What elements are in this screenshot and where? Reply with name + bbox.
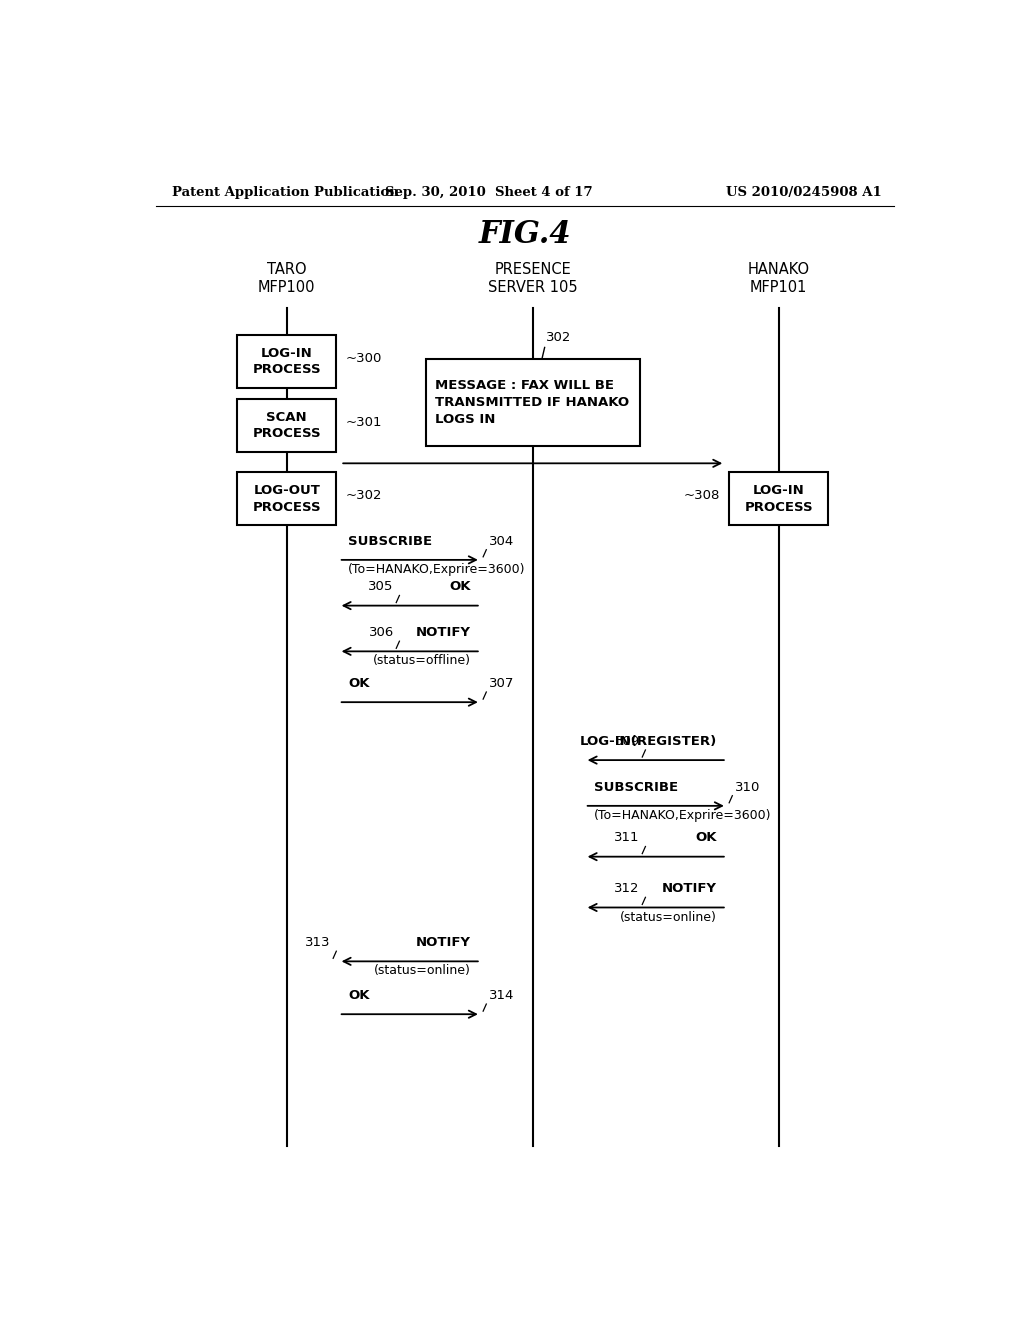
Text: ~308: ~308 xyxy=(683,490,720,503)
Text: 304: 304 xyxy=(488,535,514,548)
Text: (To=HANAKO,Exprire=3600): (To=HANAKO,Exprire=3600) xyxy=(594,809,772,822)
Text: LOG-OUT
PROCESS: LOG-OUT PROCESS xyxy=(252,484,322,513)
Text: 311: 311 xyxy=(614,832,640,845)
Text: ~300: ~300 xyxy=(346,352,382,366)
Text: LOG-IN(REGISTER): LOG-IN(REGISTER) xyxy=(580,735,717,748)
Text: 306: 306 xyxy=(369,626,394,639)
Text: (status=online): (status=online) xyxy=(621,911,717,924)
Text: OK: OK xyxy=(450,581,471,594)
Text: OK: OK xyxy=(348,677,370,690)
Text: NOTIFY: NOTIFY xyxy=(416,626,471,639)
Text: (To=HANAKO,Exprire=3600): (To=HANAKO,Exprire=3600) xyxy=(348,562,525,576)
Text: NOTIFY: NOTIFY xyxy=(416,936,471,949)
Text: HANAKO
MFP101: HANAKO MFP101 xyxy=(748,261,810,296)
Text: 313: 313 xyxy=(305,936,331,949)
Bar xyxy=(426,359,640,446)
Text: 314: 314 xyxy=(488,989,514,1002)
Text: OK: OK xyxy=(348,989,370,1002)
Text: SUBSCRIBE: SUBSCRIBE xyxy=(348,535,432,548)
Text: (status=online): (status=online) xyxy=(375,965,471,977)
Text: LOG-IN
PROCESS: LOG-IN PROCESS xyxy=(744,484,813,513)
Bar xyxy=(238,399,336,453)
Bar xyxy=(238,335,336,388)
Text: Patent Application Publication: Patent Application Publication xyxy=(172,186,398,199)
Text: PRESENCE
SERVER 105: PRESENCE SERVER 105 xyxy=(487,261,578,296)
Text: 309: 309 xyxy=(614,735,640,748)
Text: ~301: ~301 xyxy=(346,416,382,429)
Text: (status=offline): (status=offline) xyxy=(373,655,471,668)
Text: Sep. 30, 2010  Sheet 4 of 17: Sep. 30, 2010 Sheet 4 of 17 xyxy=(385,186,593,199)
Text: 302: 302 xyxy=(546,331,571,345)
Text: 305: 305 xyxy=(369,581,394,594)
Text: NOTIFY: NOTIFY xyxy=(663,882,717,895)
Bar xyxy=(238,473,336,525)
Text: FIG.4: FIG.4 xyxy=(478,219,571,249)
Text: OK: OK xyxy=(695,832,717,845)
Text: SUBSCRIBE: SUBSCRIBE xyxy=(594,780,678,793)
Text: 312: 312 xyxy=(614,882,640,895)
Text: 307: 307 xyxy=(488,677,514,690)
Text: MESSAGE : FAX WILL BE
TRANSMITTED IF HANAKO
LOGS IN: MESSAGE : FAX WILL BE TRANSMITTED IF HAN… xyxy=(435,379,630,426)
Text: SCAN
PROCESS: SCAN PROCESS xyxy=(252,411,322,441)
Text: ~302: ~302 xyxy=(346,490,382,503)
Text: 310: 310 xyxy=(734,780,760,793)
Text: LOG-IN
PROCESS: LOG-IN PROCESS xyxy=(252,347,322,376)
Bar xyxy=(729,473,828,525)
Text: US 2010/0245908 A1: US 2010/0245908 A1 xyxy=(726,186,882,199)
Text: TARO
MFP100: TARO MFP100 xyxy=(258,261,315,296)
